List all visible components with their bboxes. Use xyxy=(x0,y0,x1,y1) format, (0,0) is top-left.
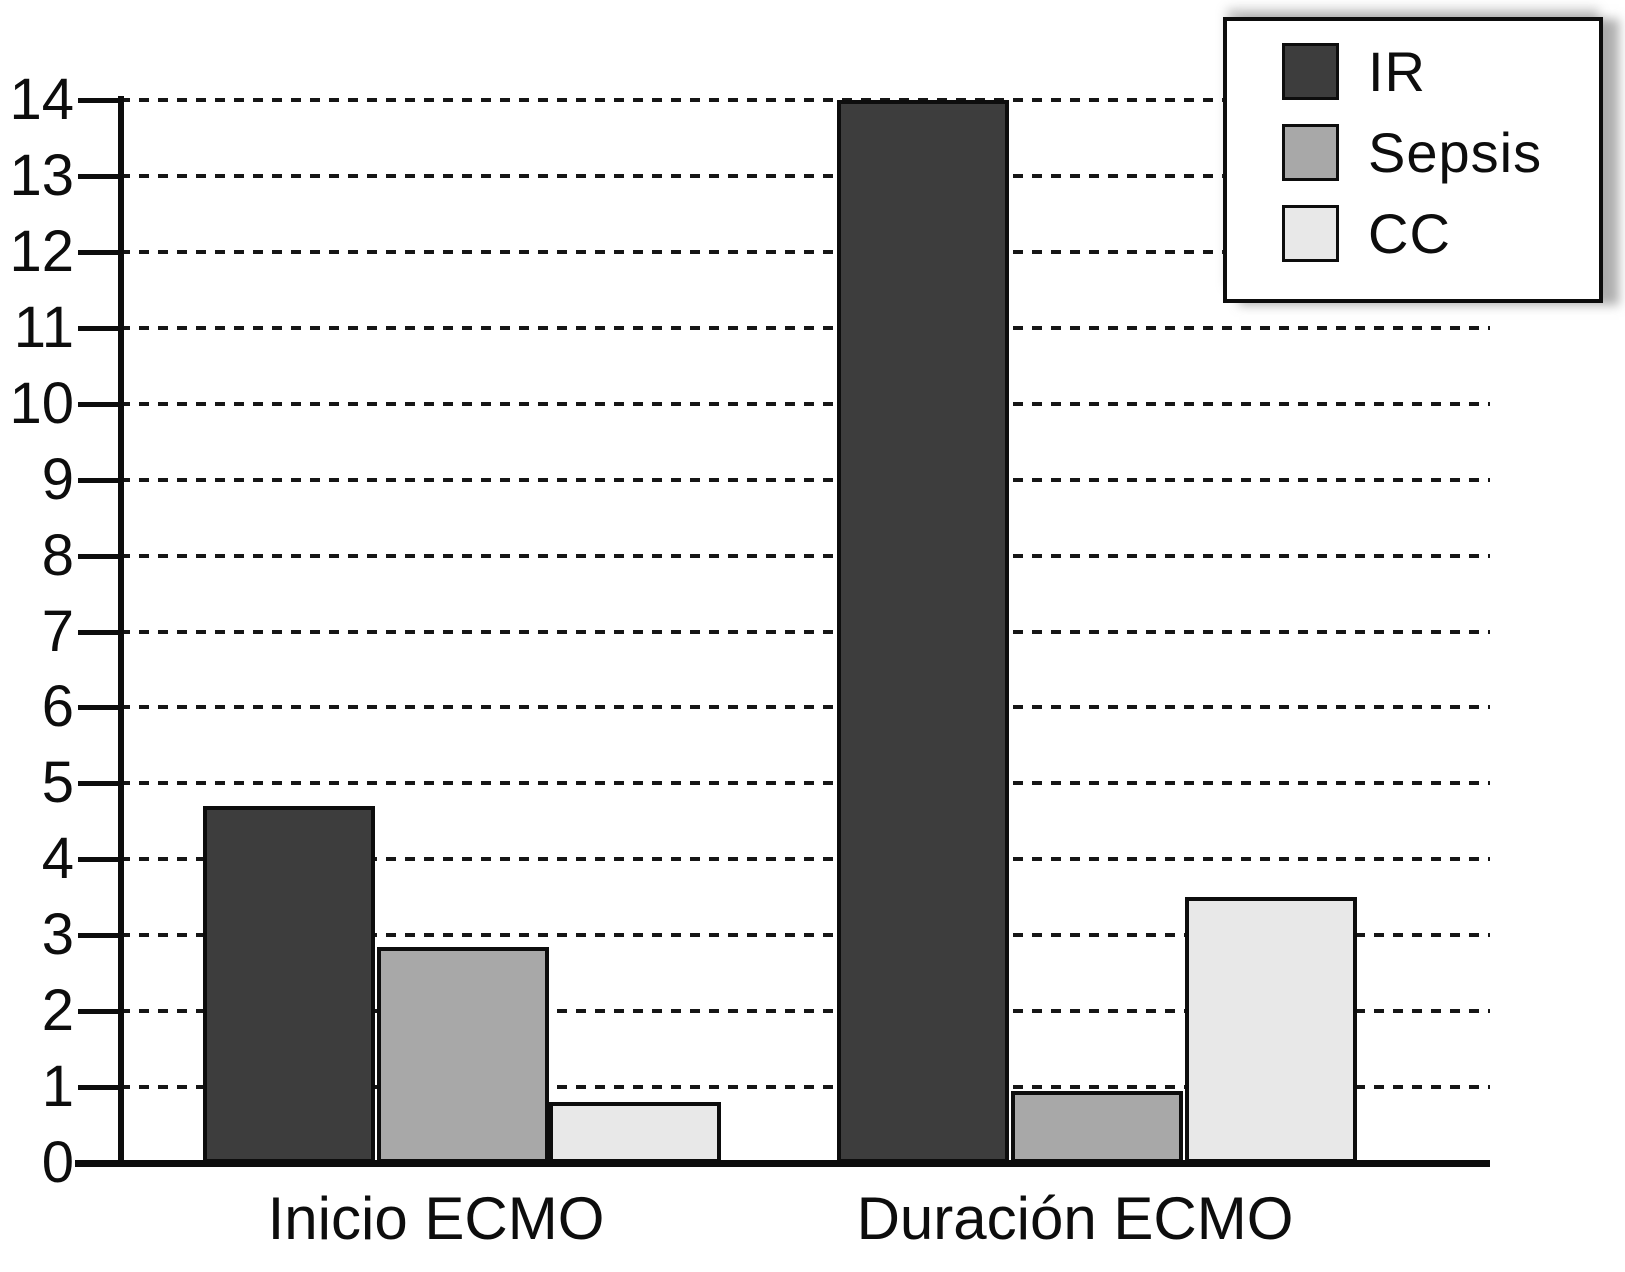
gridline-y-9 xyxy=(120,477,1490,482)
y-axis-tick xyxy=(78,629,120,635)
gridline-y-5 xyxy=(120,781,1490,786)
legend-swatch-ir xyxy=(1282,43,1339,100)
gridline-y-3 xyxy=(120,933,1490,938)
y-axis-line xyxy=(118,96,124,1166)
y-axis-tick-label: 12 xyxy=(9,218,74,284)
y-axis-tick-label: 6 xyxy=(41,674,74,740)
gridline-y-10 xyxy=(120,401,1490,406)
x-axis-line xyxy=(75,1160,1490,1167)
y-axis-tick xyxy=(78,933,120,939)
gridline-y-11 xyxy=(120,325,1490,330)
gridline-y-4 xyxy=(120,857,1490,862)
chart-legend: IR Sepsis CC xyxy=(1223,17,1603,303)
y-axis-tick-label: 4 xyxy=(41,826,74,892)
y-axis-tick xyxy=(78,401,120,407)
y-axis-tick xyxy=(78,173,120,179)
legend-item-sepsis: Sepsis xyxy=(1282,124,1599,181)
gridline-y-12 xyxy=(120,249,1490,254)
legend-label: IR xyxy=(1368,40,1426,103)
y-axis-tick xyxy=(78,553,120,559)
y-axis-tick xyxy=(78,1009,120,1015)
bar-ir-duracion xyxy=(837,100,1009,1163)
y-axis-tick xyxy=(78,1085,120,1091)
bar-ir-inicio xyxy=(203,806,375,1163)
legend-item-ir: IR xyxy=(1282,43,1599,100)
bar-sepsis-duracion xyxy=(1011,1090,1183,1163)
y-axis-tick-label: 2 xyxy=(41,978,74,1044)
gridline-y-1 xyxy=(120,1085,1490,1090)
y-axis-tick-label: 9 xyxy=(41,446,74,512)
gridline-y-2 xyxy=(120,1009,1490,1014)
y-axis-tick-label: 11 xyxy=(13,294,74,360)
gridline-y-7 xyxy=(120,629,1490,634)
y-axis-tick-label: 7 xyxy=(41,598,74,664)
y-axis-tick-label: 14 xyxy=(9,67,74,132)
bar-sepsis-inicio xyxy=(377,946,549,1163)
legend-label: Sepsis xyxy=(1368,121,1543,184)
y-axis-tick xyxy=(78,857,120,863)
y-axis-tick-label: 8 xyxy=(41,522,74,588)
y-axis-tick xyxy=(78,477,120,483)
y-axis-tick xyxy=(78,249,120,255)
x-axis-category-label: Inicio ECMO xyxy=(267,1185,605,1252)
gridline-y-13 xyxy=(120,173,1490,178)
legend-swatch-cc xyxy=(1282,205,1339,262)
bar-cc-inicio xyxy=(549,1102,721,1163)
x-axis-category-label: Duración ECMO xyxy=(856,1185,1294,1252)
legend-label: CC xyxy=(1368,202,1451,265)
gridline-y-14 xyxy=(120,98,1490,102)
y-axis-tick-label: 13 xyxy=(9,142,74,208)
gridline-y-6 xyxy=(120,705,1490,710)
y-axis-tick xyxy=(78,325,120,331)
y-axis-tick-label: 3 xyxy=(41,902,74,968)
y-axis-tick-label: 0 xyxy=(41,1130,74,1195)
legend-swatch-sepsis xyxy=(1282,124,1339,181)
y-axis-tick-label: 1 xyxy=(41,1054,74,1120)
y-axis-tick xyxy=(78,705,120,711)
y-axis-tick-label: 5 xyxy=(41,750,74,816)
y-axis-tick xyxy=(78,781,120,787)
gridline-y-8 xyxy=(120,553,1490,558)
y-axis-tick-label: 10 xyxy=(9,370,74,436)
legend-item-cc: CC xyxy=(1282,205,1599,262)
y-axis-tick xyxy=(78,98,120,103)
bar-cc-duracion xyxy=(1185,897,1357,1163)
